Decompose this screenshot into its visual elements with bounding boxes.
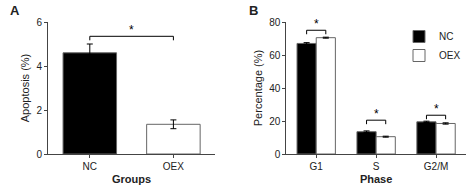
svg-text:Percentage (%): Percentage (%) xyxy=(252,50,264,126)
svg-text:NC: NC xyxy=(83,161,97,172)
svg-text:Apoptosis (%): Apoptosis (%) xyxy=(19,54,31,122)
svg-text:*: * xyxy=(434,102,439,116)
svg-text:4: 4 xyxy=(36,61,42,72)
svg-text:*: * xyxy=(374,107,379,121)
svg-text:*: * xyxy=(129,23,134,37)
svg-text:20: 20 xyxy=(269,116,281,127)
svg-text:*: * xyxy=(314,17,319,31)
svg-text:B: B xyxy=(249,3,258,18)
svg-text:0: 0 xyxy=(275,149,281,160)
svg-text:6: 6 xyxy=(36,17,42,28)
svg-text:OEX: OEX xyxy=(439,50,460,61)
svg-text:Phase: Phase xyxy=(360,173,392,185)
svg-text:A: A xyxy=(10,3,20,18)
svg-text:NC: NC xyxy=(439,31,453,42)
svg-text:80: 80 xyxy=(269,17,281,28)
svg-text:G1: G1 xyxy=(310,161,324,172)
svg-text:S: S xyxy=(373,161,380,172)
svg-text:Groups: Groups xyxy=(112,173,151,185)
svg-text:0: 0 xyxy=(36,149,42,160)
svg-text:40: 40 xyxy=(269,83,281,94)
svg-text:60: 60 xyxy=(269,50,281,61)
svg-text:2: 2 xyxy=(36,105,42,116)
svg-text:OEX: OEX xyxy=(163,161,184,172)
svg-text:G2/M: G2/M xyxy=(424,161,448,172)
